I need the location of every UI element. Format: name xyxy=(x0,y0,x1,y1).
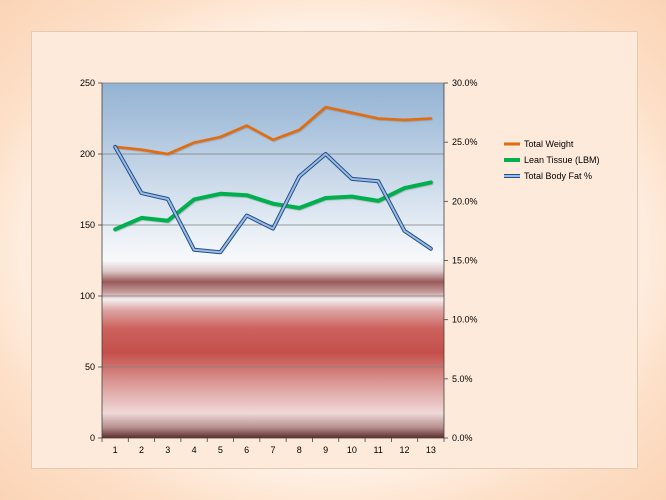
legend: Total Weight Lean Tissue (LBM) Total Body … xyxy=(504,139,600,181)
x-tick-label: 2 xyxy=(139,445,144,455)
left-tick-label: 250 xyxy=(80,78,95,88)
x-tick-label: 8 xyxy=(297,445,302,455)
right-tick-label: 25.0% xyxy=(452,137,478,147)
legend-label-total-weight: Total Weight xyxy=(524,139,574,149)
series-lines xyxy=(113,105,433,255)
x-tick-label: 10 xyxy=(347,445,357,455)
right-axis-ticks: 0.0% 5.0% 10.0% 15.0% 20.0% 25.0% 30.0% xyxy=(444,78,478,443)
right-tick-label: 0.0% xyxy=(452,433,473,443)
x-tick-label: 1 xyxy=(113,445,118,455)
left-tick-label: 200 xyxy=(80,149,95,159)
x-tick-label: 5 xyxy=(218,445,223,455)
body-composition-chart: 0 50 100 150 200 250 0.0% 5.0% 10.0% 15.0% 20.0% 2… xyxy=(80,78,600,455)
x-tick-label: 13 xyxy=(426,445,436,455)
right-tick-label: 5.0% xyxy=(452,374,473,384)
legend-label-total-body-fat: Total Body Fat % xyxy=(524,171,592,181)
right-tick-label: 10.0% xyxy=(452,315,478,325)
x-tick-label: 11 xyxy=(374,445,383,455)
series-line-total-body-fat xyxy=(114,145,432,254)
series-line-lean-tissue-lbm xyxy=(113,180,433,232)
x-tick-label: 12 xyxy=(400,445,410,455)
left-tick-label: 100 xyxy=(80,291,95,301)
x-tick-label: 7 xyxy=(270,445,275,455)
right-tick-label: 30.0% xyxy=(452,78,478,88)
left-tick-label: 50 xyxy=(85,362,95,372)
legend-label-lean-tissue-lbm: Lean Tissue (LBM) xyxy=(524,155,600,165)
plot-area xyxy=(102,83,444,438)
x-axis-ticks: 1 2 3 4 5 6 7 8 9 10 11 12 13 xyxy=(101,438,445,455)
x-tick-label: 4 xyxy=(192,445,197,455)
chart-panel: 0 50 100 150 200 250 0.0% 5.0% 10.0% 15.0% 20.0% 2… xyxy=(31,31,638,469)
series-line-total-weight xyxy=(113,105,433,156)
left-tick-label: 150 xyxy=(80,220,95,230)
left-axis-ticks: 0 50 100 150 200 250 xyxy=(80,78,102,443)
left-tick-label: 0 xyxy=(90,433,95,443)
x-tick-label: 9 xyxy=(323,445,328,455)
x-tick-label: 3 xyxy=(165,445,170,455)
right-tick-label: 20.0% xyxy=(452,196,478,206)
x-tick-label: 6 xyxy=(244,445,249,455)
right-tick-label: 15.0% xyxy=(452,256,478,266)
